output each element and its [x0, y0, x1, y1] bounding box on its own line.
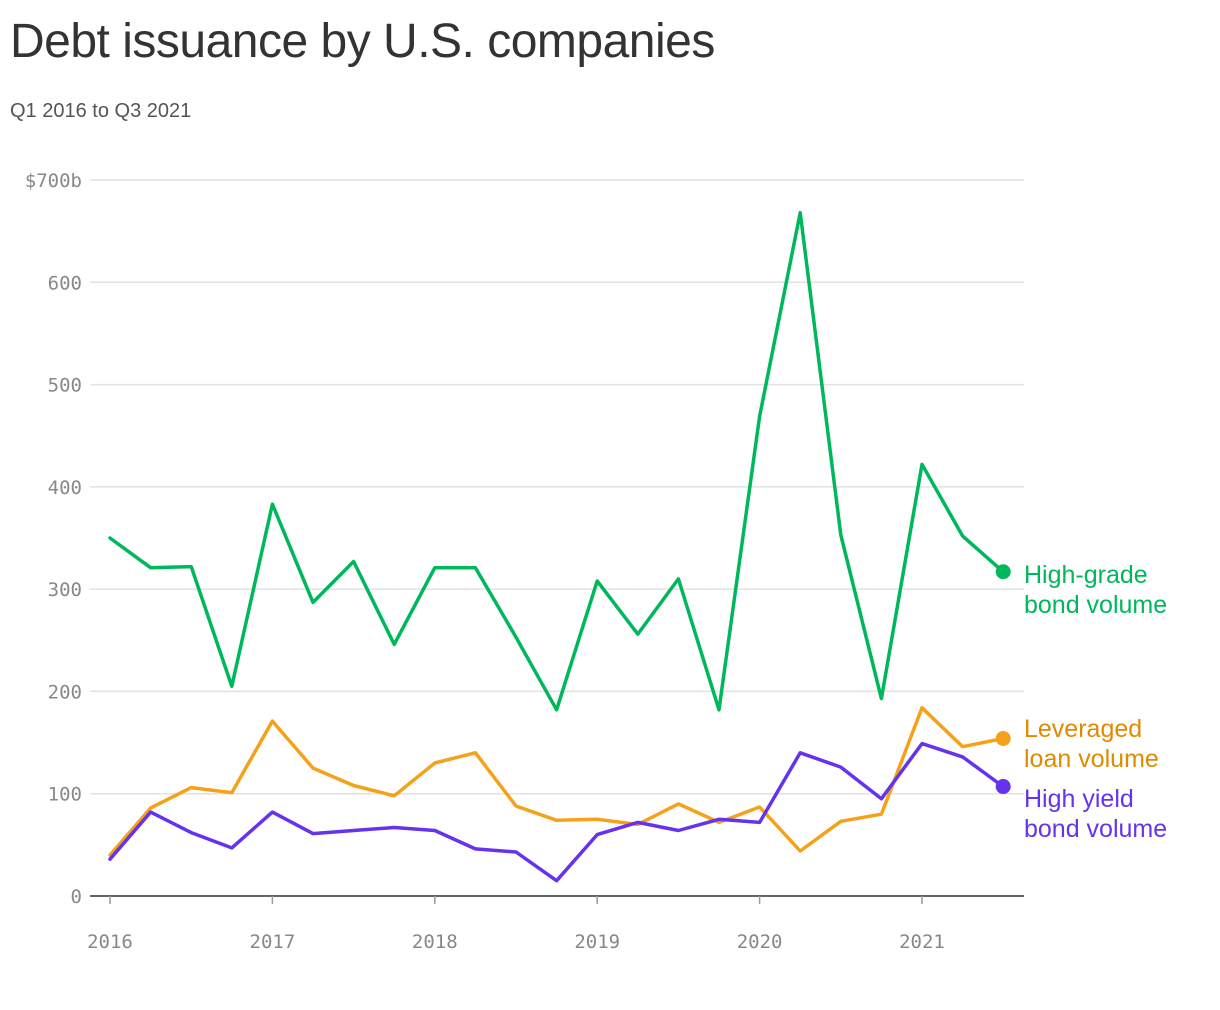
x-tick-label: 2021 [899, 931, 945, 953]
chart-subtitle: Q1 2016 to Q3 2021 [10, 100, 192, 122]
series-line [108, 741, 1005, 883]
series-label: High-grade [1024, 561, 1148, 589]
x-tick-label: 2019 [574, 931, 620, 953]
series-line [108, 706, 1005, 857]
series-end-dot [995, 730, 1011, 746]
series-end-dot [995, 564, 1011, 580]
y-tick-label: 600 [48, 272, 82, 294]
y-tick-label: 300 [48, 579, 82, 601]
x-tick-label: 2018 [412, 931, 458, 953]
series-end-dot [995, 779, 1011, 795]
x-tick-label: 2017 [250, 931, 296, 953]
y-tick-label: 500 [48, 375, 82, 397]
y-tick-label: 400 [48, 477, 82, 499]
chart-title: Debt issuance by U.S. companies [10, 15, 715, 68]
series-label: loan volume [1024, 745, 1159, 773]
series-line [108, 210, 1005, 712]
y-tick-label: 100 [48, 784, 82, 806]
x-tick-label: 2016 [87, 931, 133, 953]
series-label: Leveraged [1024, 715, 1142, 743]
y-tick-label: $700b [25, 170, 82, 192]
series-label: bond volume [1024, 815, 1167, 843]
series-label: High yield [1024, 785, 1134, 813]
y-tick-label: 0 [71, 886, 82, 908]
y-tick-label: 200 [48, 681, 82, 703]
series-label: bond volume [1024, 591, 1167, 619]
x-tick-label: 2020 [737, 931, 783, 953]
